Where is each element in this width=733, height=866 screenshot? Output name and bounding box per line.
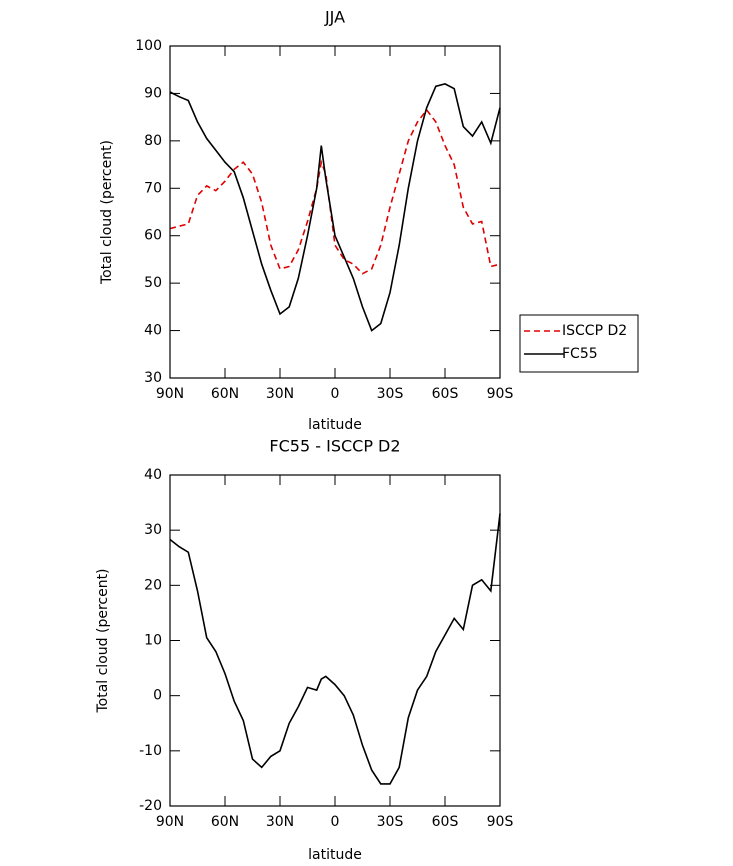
x-tick-label: 90S xyxy=(487,814,514,830)
x-tick-label: 30N xyxy=(266,814,294,830)
x-tick-label: 90S xyxy=(487,386,514,402)
y-tick-label: 10 xyxy=(144,633,162,649)
x-axis-label: latitude xyxy=(308,417,362,433)
legend-label: ISCCP D2 xyxy=(562,323,627,339)
data-line xyxy=(169,108,501,275)
plot-frame xyxy=(169,45,501,379)
data-line xyxy=(169,83,501,332)
legend-box xyxy=(519,314,639,373)
chart-title: JJA xyxy=(324,8,345,27)
chart-title: FC55 - ISCCP D2 xyxy=(269,437,400,456)
y-tick-label: 40 xyxy=(144,467,162,483)
y-tick-label: 30 xyxy=(144,370,162,386)
x-tick-label: 60S xyxy=(432,814,459,830)
y-tick-label: 0 xyxy=(153,688,162,704)
y-tick-label: 30 xyxy=(144,522,162,538)
data-line xyxy=(169,513,501,785)
x-tick-label: 30S xyxy=(377,814,404,830)
y-tick-label: 40 xyxy=(144,323,162,339)
x-tick-label: 0 xyxy=(331,386,340,402)
x-tick-label: 0 xyxy=(331,814,340,830)
y-tick-label: 60 xyxy=(144,228,162,244)
x-tick-label: 60N xyxy=(211,814,239,830)
y-tick-label: 20 xyxy=(144,577,162,593)
y-tick-label: -20 xyxy=(139,798,162,814)
x-tick-label: 60N xyxy=(211,386,239,402)
x-tick-label: 30N xyxy=(266,386,294,402)
y-tick-label: -10 xyxy=(139,743,162,759)
y-axis-label: Total cloud (percent) xyxy=(99,140,115,285)
plot-frame xyxy=(169,474,501,807)
y-tick-label: 100 xyxy=(135,38,162,54)
x-tick-label: 90N xyxy=(156,814,184,830)
y-tick-label: 90 xyxy=(144,85,162,101)
x-tick-label: 90N xyxy=(156,386,184,402)
y-tick-label: 50 xyxy=(144,275,162,291)
x-tick-label: 60S xyxy=(432,386,459,402)
y-tick-label: 70 xyxy=(144,180,162,196)
x-axis-label: latitude xyxy=(308,847,362,863)
legend-label: FC55 xyxy=(562,346,598,362)
y-tick-label: 80 xyxy=(144,133,162,149)
x-tick-label: 30S xyxy=(377,386,404,402)
y-axis-label: Total cloud (percent) xyxy=(95,568,111,713)
